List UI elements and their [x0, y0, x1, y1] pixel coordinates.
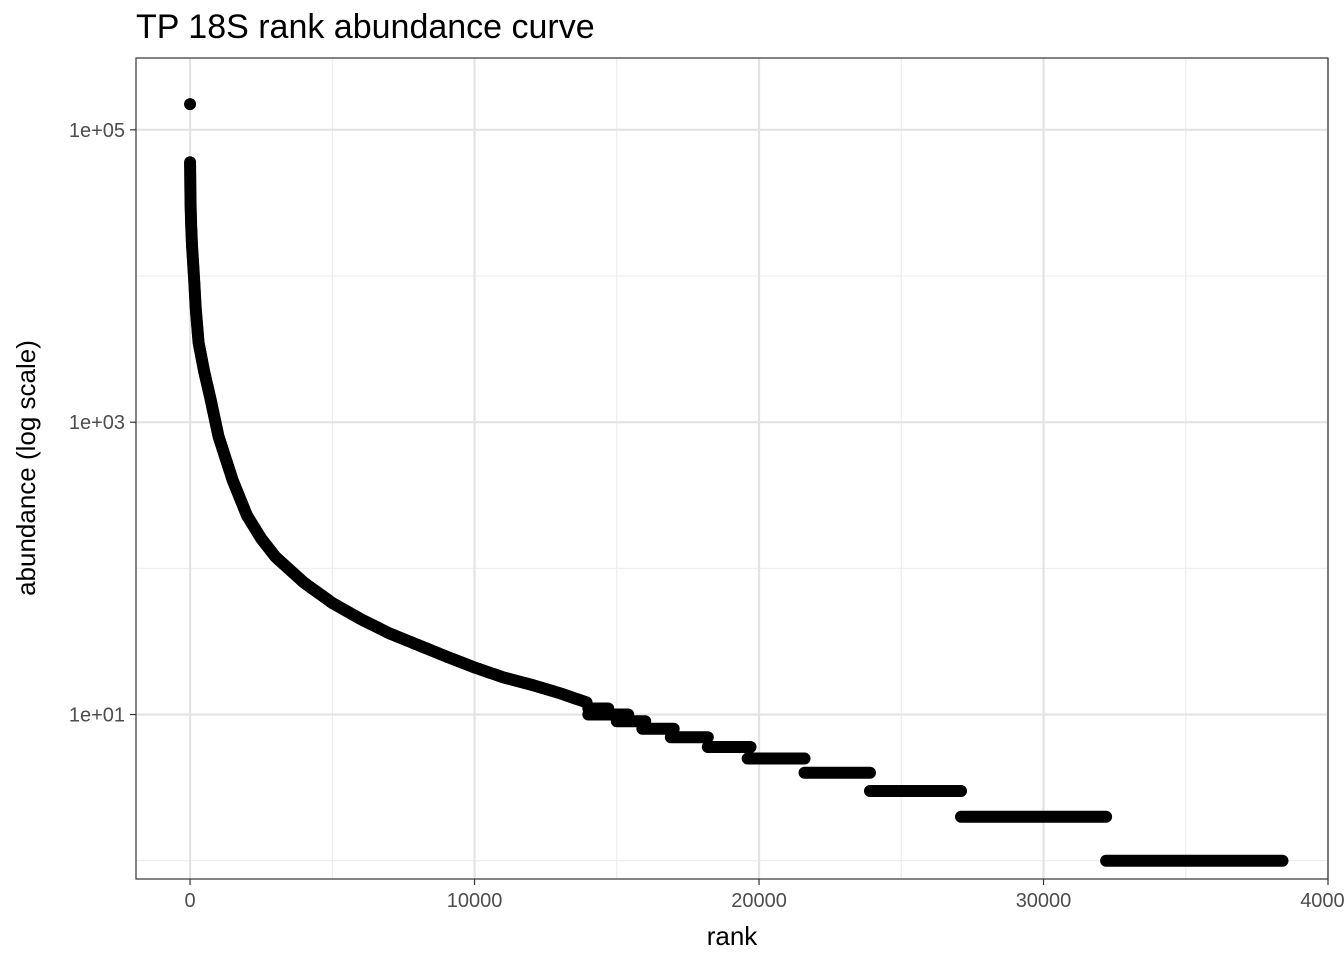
x-tick-label: 10000	[447, 890, 503, 912]
y-tick-label: 1e+01	[69, 705, 125, 727]
outlier-point	[184, 98, 197, 111]
x-axis-title: rank	[707, 921, 759, 951]
x-tick-label: 40000	[1300, 890, 1344, 912]
chart-title: TP 18S rank abundance curve	[136, 8, 595, 46]
plot-panel	[136, 58, 1328, 879]
y-tick-label: 1e+05	[69, 120, 125, 142]
x-tick-label: 0	[184, 890, 195, 912]
axis-layer: 0 10000 20000 30000 40000 1e+01 1e+03 1e+05	[69, 120, 1344, 912]
x-tick-label: 30000	[1016, 890, 1072, 912]
y-axis-title: abundance (log scale)	[11, 340, 41, 596]
x-tick-label: 20000	[731, 890, 787, 912]
y-tick-label: 1e+03	[69, 412, 125, 434]
plot-border	[135, 57, 1329, 880]
data-points	[184, 98, 1289, 867]
